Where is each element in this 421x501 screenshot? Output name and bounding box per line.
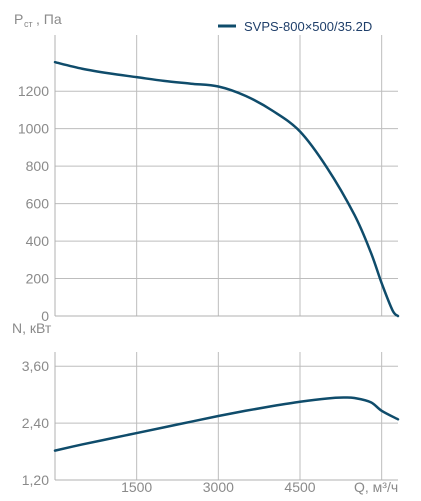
pressure-series-line <box>53 60 400 318</box>
pressure-y-tick-label: 1200 <box>18 83 49 99</box>
upper-y-axis-label-sub: ст <box>24 19 33 29</box>
pressure-y-tick-label: 800 <box>26 158 50 174</box>
pressure-y-tick-label: 0 <box>41 308 49 324</box>
power-y-tick-label: 3,60 <box>22 358 49 374</box>
pressure-y-tick-label: 200 <box>26 271 50 287</box>
upper-y-axis-label-unit: , Па <box>36 11 62 27</box>
upper-y-axis-label: P ст , Па <box>14 11 62 29</box>
pressure-y-tick-label: 1000 <box>18 121 49 137</box>
x-tick-label: 3000 <box>203 479 234 495</box>
x-tick-label: 4500 <box>284 479 315 495</box>
pressure-y-tick-label: 400 <box>26 233 50 249</box>
upper-y-axis-label-p: P <box>14 11 23 27</box>
pressure-chart: 0 200 400 600 800 1000 1200 <box>18 35 400 324</box>
legend: SVPS-800×500/35.2D <box>218 19 372 34</box>
legend-label: SVPS-800×500/35.2D <box>244 19 372 34</box>
x-tick-label: 1500 <box>121 479 152 495</box>
power-y-tick-label: 2,40 <box>22 415 49 431</box>
lower-y-axis-label: N, кВт <box>12 320 52 336</box>
pressure-y-tick-label: 600 <box>26 196 50 212</box>
power-y-tick-label: 1,20 <box>22 472 49 488</box>
x-axis-label: Q, м³/ч <box>354 479 398 495</box>
power-chart: 1,20 2,40 3,60 1500 3000 4500 <box>22 352 400 495</box>
power-series-line <box>53 396 400 452</box>
